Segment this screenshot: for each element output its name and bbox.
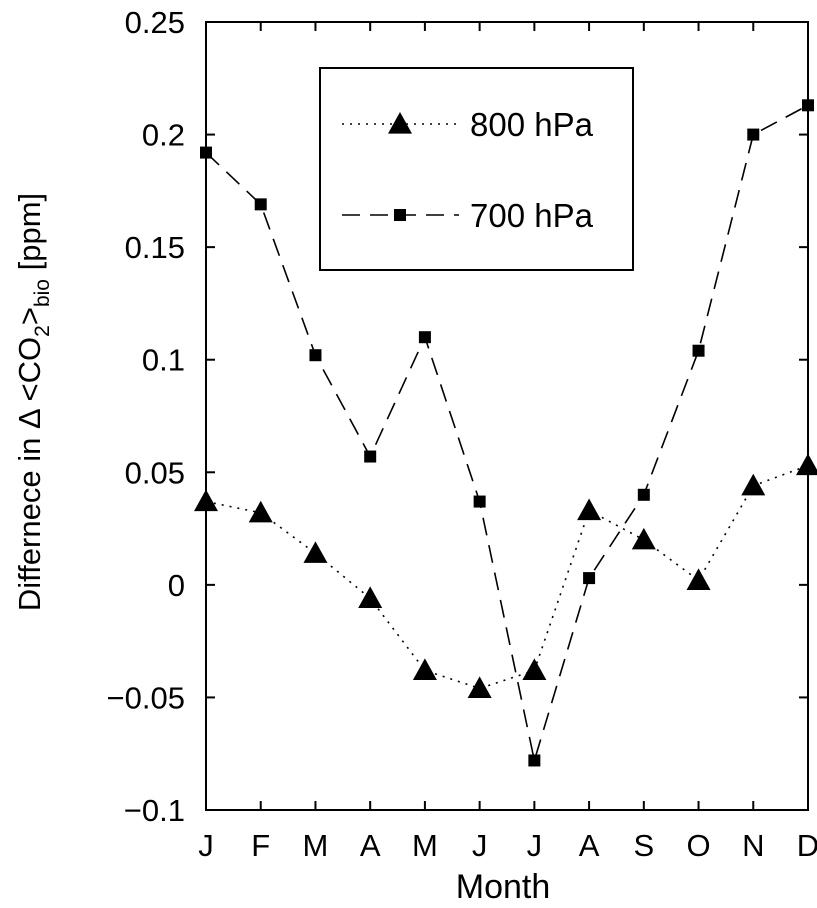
y-axis-label-sub2: bio — [31, 279, 54, 307]
x-tick-label: F — [251, 828, 270, 863]
data-point — [200, 146, 212, 159]
data-point — [637, 488, 650, 501]
data-point — [692, 344, 705, 357]
y-tick-label: −0.05 — [107, 680, 185, 715]
series-layer — [194, 99, 817, 767]
data-point — [802, 99, 814, 112]
x-tick-label: J — [527, 828, 543, 863]
data-point — [686, 568, 711, 590]
plot-frame — [205, 21, 809, 811]
legend-marker — [388, 112, 412, 134]
x-tick-label: J — [198, 828, 214, 863]
y-axis-label-sub1: 2 — [31, 325, 54, 337]
y-tick-label: 0.25 — [125, 5, 185, 40]
legend-label: 700 hPa — [470, 197, 594, 234]
data-point — [796, 453, 817, 476]
y-axis-label-mid: > — [12, 307, 47, 325]
x-tick-label: A — [360, 828, 381, 863]
data-point — [631, 527, 656, 550]
data-point — [467, 676, 492, 699]
data-point — [303, 541, 328, 563]
legend-marker — [394, 209, 406, 221]
series-line — [205, 104, 809, 761]
data-point — [364, 450, 377, 463]
y-tick-label: 0.2 — [142, 118, 185, 153]
legend: 800 hPa 700 hPa — [319, 67, 634, 271]
series-triangle — [194, 453, 817, 699]
series-square — [200, 99, 814, 767]
data-point — [248, 500, 273, 523]
x-tick-label: N — [742, 828, 764, 863]
data-point — [528, 754, 541, 767]
y-axis-label: Differnece in Δ <CO2>bio [ppm] — [12, 193, 54, 611]
x-tick-label: A — [579, 828, 600, 863]
x-tick-label: J — [472, 828, 488, 863]
data-point — [741, 473, 766, 496]
x-tick-label: S — [633, 828, 654, 863]
y-tick-label: 0 — [168, 568, 185, 603]
x-tick-label: M — [412, 828, 438, 863]
data-point — [194, 489, 218, 512]
x-tick-label: O — [686, 828, 710, 863]
y-axis-label-prefix: Differnece in Δ <CO — [12, 337, 47, 611]
data-point — [473, 495, 486, 508]
data-point — [254, 198, 267, 211]
y-tick-label: −0.1 — [124, 793, 185, 828]
data-point — [583, 572, 596, 585]
y-tick-label: 0.1 — [142, 343, 185, 378]
series-line — [205, 464, 809, 690]
data-point — [309, 349, 322, 362]
y-tick-label: 0.15 — [125, 230, 185, 265]
legend-label: 800 hPa — [470, 106, 594, 143]
data-point — [577, 498, 602, 521]
data-point — [747, 128, 760, 141]
data-point — [418, 331, 431, 344]
data-point — [412, 658, 437, 681]
x-axis-label: Month — [456, 868, 551, 906]
y-tick-label: 0.05 — [125, 455, 185, 490]
x-tick-label: D — [797, 828, 817, 863]
data-point — [358, 586, 383, 608]
data-point — [522, 658, 547, 681]
x-tick-label: M — [303, 828, 329, 863]
y-axis-label-suffix: [ppm] — [12, 193, 47, 279]
legend-box — [319, 67, 634, 271]
